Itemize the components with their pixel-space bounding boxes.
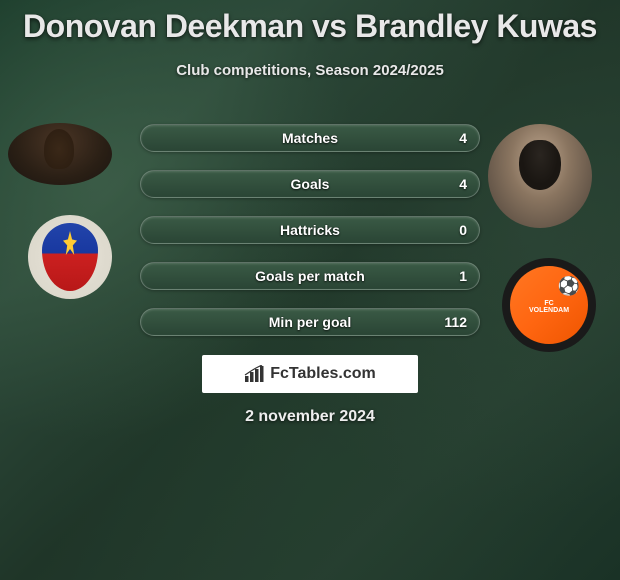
player-left-avatar xyxy=(8,123,112,185)
stat-row-mpg: Min per goal 112 xyxy=(140,308,480,336)
stat-row-goals: Goals 4 xyxy=(140,170,480,198)
stats-panel: Matches 4 Goals 4 Hattricks 0 Goals per … xyxy=(140,124,480,354)
stat-value-right: 1 xyxy=(459,268,467,284)
watermark-badge: FcTables.com xyxy=(202,355,418,393)
comparison-card: Donovan Deekman vs Brandley Kuwas Club c… xyxy=(0,0,620,580)
club-left-badge xyxy=(28,215,112,299)
stat-label: Matches xyxy=(282,130,338,146)
stat-row-gpm: Goals per match 1 xyxy=(140,262,480,290)
watermark-text: FcTables.com xyxy=(270,365,376,383)
bar-chart-icon xyxy=(244,365,266,383)
stat-value-right: 4 xyxy=(459,176,467,192)
telstar-shield-icon xyxy=(42,223,98,291)
stat-value-right: 4 xyxy=(459,130,467,146)
stat-label: Goals xyxy=(291,176,330,192)
volendam-circle-icon: FCVOLENDAM xyxy=(510,266,588,344)
club-right-badge: FCVOLENDAM xyxy=(502,258,596,352)
stat-label: Goals per match xyxy=(255,268,365,284)
stat-value-right: 112 xyxy=(444,314,467,330)
stat-label: Hattricks xyxy=(280,222,340,238)
club-right-label: FCVOLENDAM xyxy=(529,300,569,314)
stat-row-hattricks: Hattricks 0 xyxy=(140,216,480,244)
stat-row-matches: Matches 4 xyxy=(140,124,480,152)
page-title: Donovan Deekman vs Brandley Kuwas xyxy=(0,8,620,45)
date-label: 2 november 2024 xyxy=(0,408,620,426)
stat-value-right: 0 xyxy=(459,222,467,238)
stat-label: Min per goal xyxy=(269,314,351,330)
subtitle: Club competitions, Season 2024/2025 xyxy=(0,62,620,79)
player-right-avatar xyxy=(488,124,592,228)
